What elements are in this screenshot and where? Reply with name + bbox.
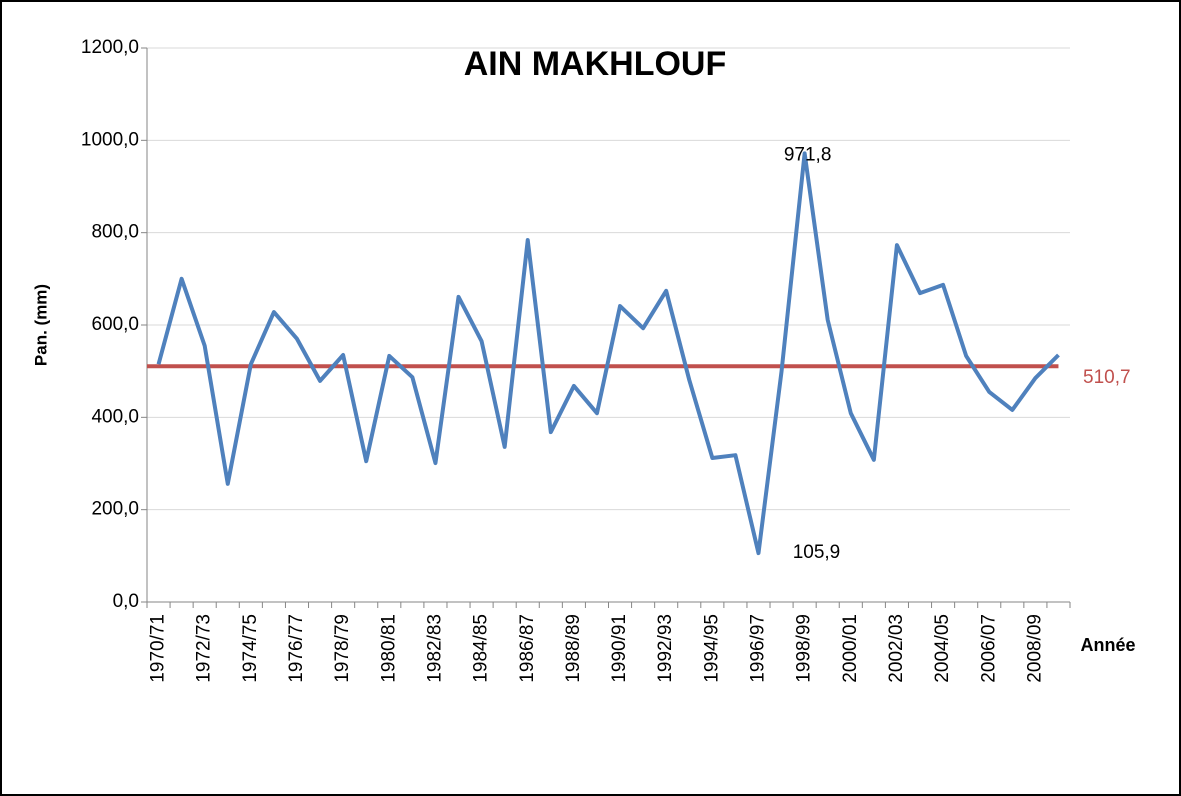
x-tick-label: 2008/09	[1024, 614, 1045, 683]
x-tick-label: 1976/77	[286, 614, 307, 683]
data-label: 105,9	[793, 542, 841, 563]
x-tick-label: 2000/01	[840, 614, 861, 683]
y-tick-label: 1200,0	[81, 37, 139, 58]
x-tick-label: 1996/97	[748, 614, 769, 683]
chart-title: AIN MAKHLOUF	[464, 45, 727, 83]
x-tick-label: 1994/95	[701, 614, 722, 683]
x-tick-label: 2004/05	[932, 614, 953, 683]
x-tick-label: 1980/81	[378, 614, 399, 683]
x-tick-label: 1984/85	[471, 614, 492, 683]
x-tick-label: 1988/89	[563, 614, 584, 683]
x-axis-label: Année	[1080, 635, 1135, 655]
x-tick-label: 1970/71	[148, 614, 169, 683]
x-tick-label: 2002/03	[886, 614, 907, 683]
y-tick-label: 800,0	[91, 222, 139, 243]
y-tick-label: 1000,0	[81, 129, 139, 150]
x-tick-label: 1974/75	[240, 614, 261, 683]
x-tick-label: 1978/79	[332, 614, 353, 683]
data-line	[156, 151, 1060, 556]
y-tick-label: 0,0	[113, 591, 139, 612]
x-tick-label: 2006/07	[978, 614, 999, 683]
x-tick-label: 1982/83	[424, 614, 445, 683]
x-tick-label: 1972/73	[194, 614, 215, 683]
x-tick-label: 1986/87	[517, 614, 538, 683]
y-tick-label: 200,0	[91, 499, 139, 520]
x-tick-label: 1998/99	[794, 614, 815, 683]
mean-label: 510,7	[1083, 367, 1131, 388]
y-tick-label: 600,0	[91, 314, 139, 335]
y-tick-label: 400,0	[91, 406, 139, 427]
x-tick-label: 1992/93	[655, 614, 676, 683]
x-tick-label: 1990/91	[609, 614, 630, 683]
y-axis-label: Pan. (mm)	[31, 284, 50, 366]
data-label: 971,8	[784, 144, 832, 165]
